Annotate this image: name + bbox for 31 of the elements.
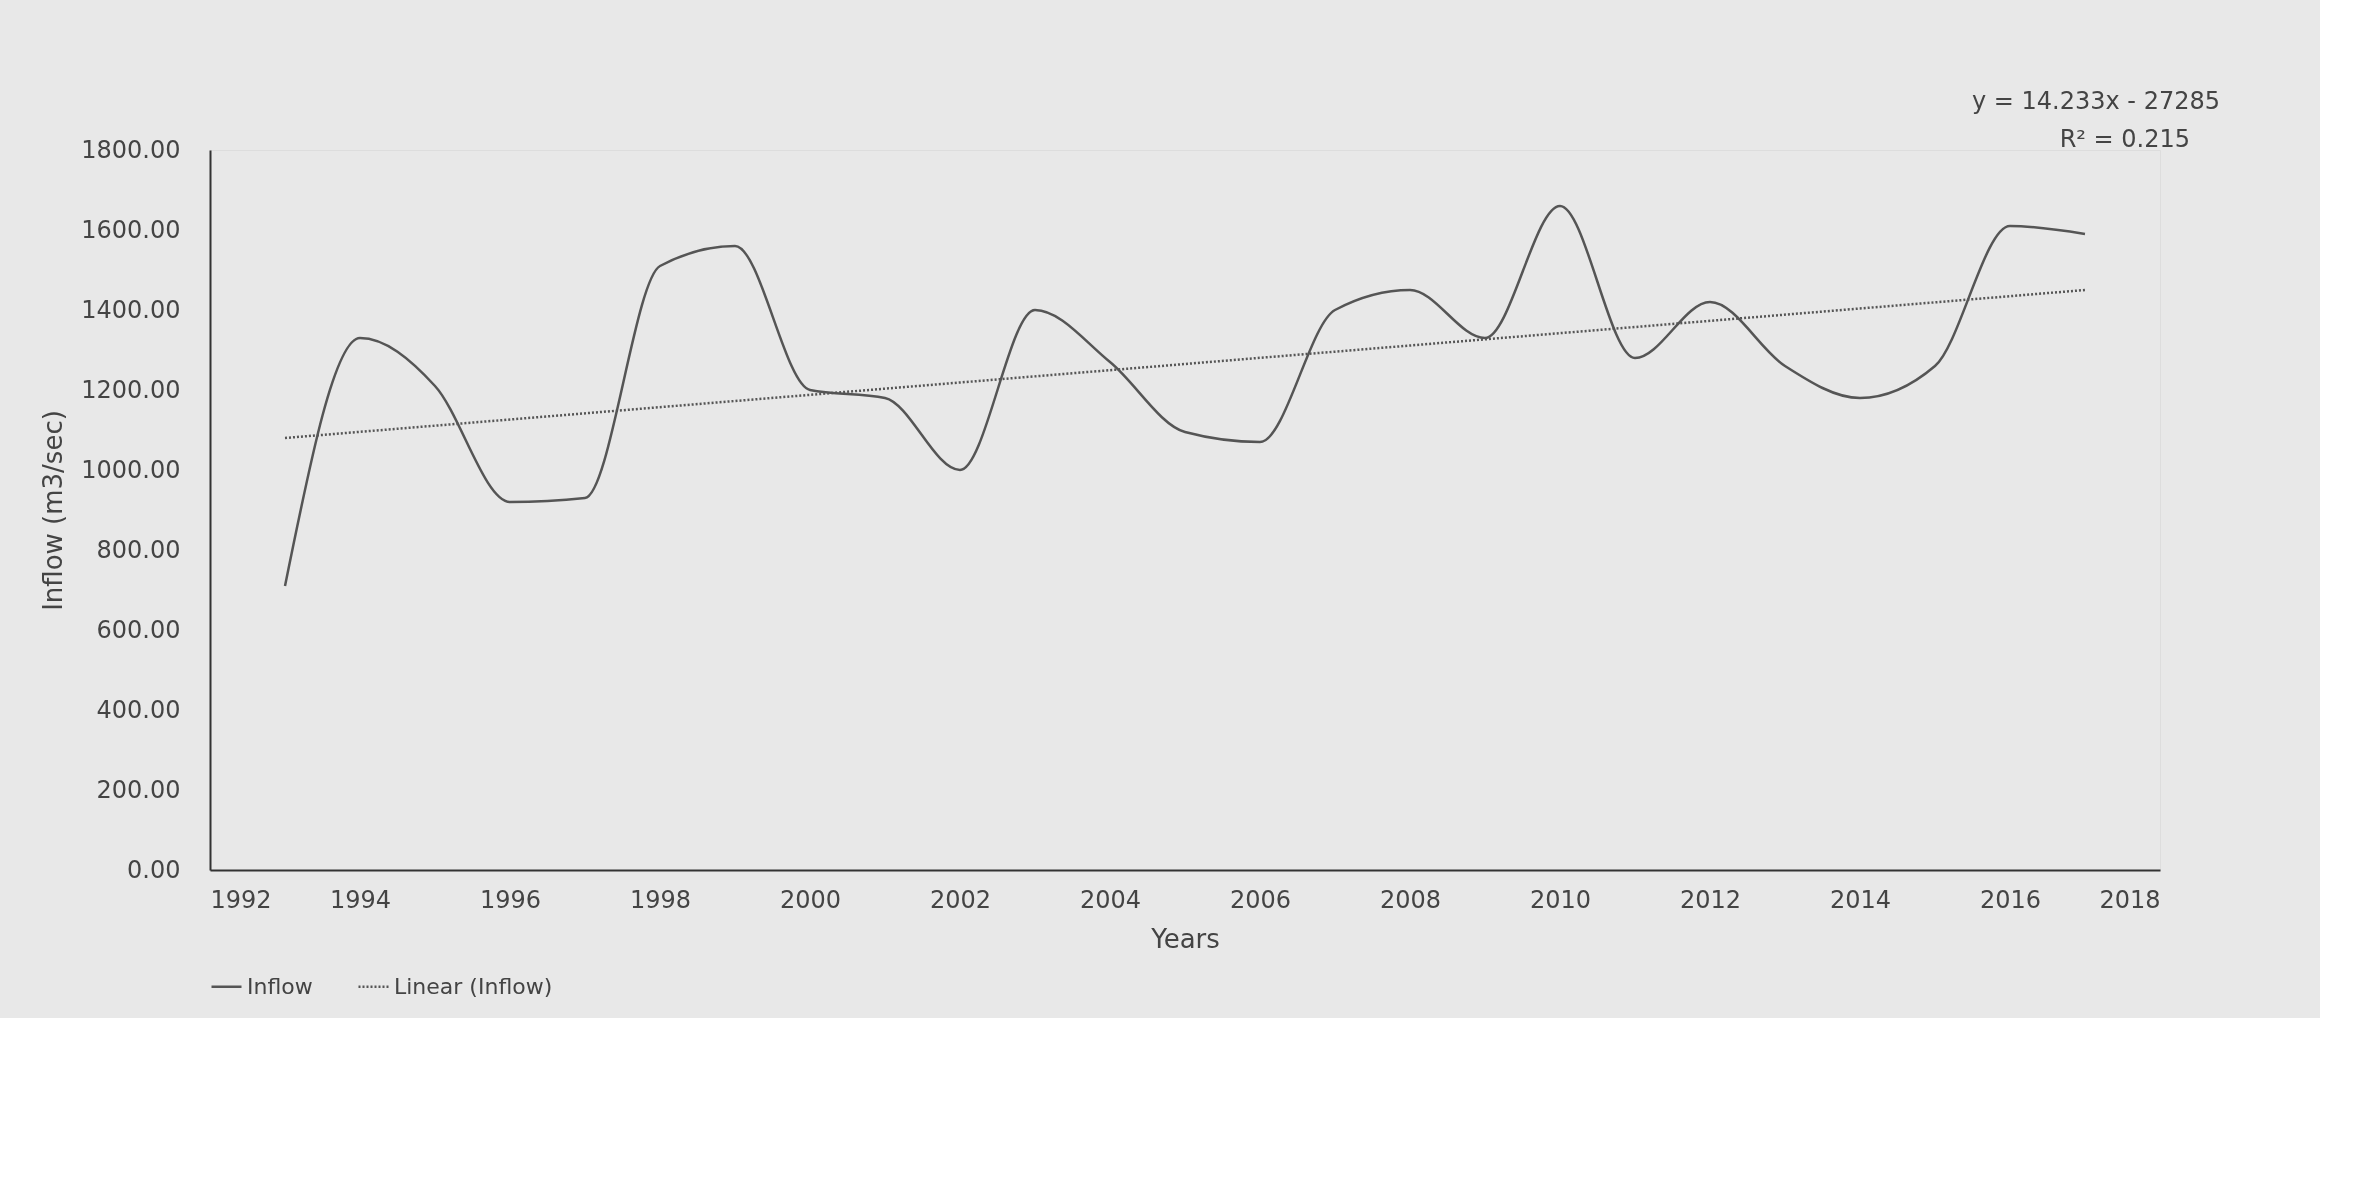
x-tick-label: 2016 <box>1979 885 2042 914</box>
y-tick-label: 1000.00 <box>81 455 181 484</box>
x-tick-label: 1996 <box>479 885 542 914</box>
y-tick-label: 1200.00 <box>81 375 181 404</box>
x-axis-title: Years <box>1150 923 1220 954</box>
x-tick-label: 1994 <box>329 885 392 914</box>
y-axis-title: Inflow (m3/sec) <box>38 410 69 611</box>
x-tick-label: 2002 <box>929 885 992 914</box>
x-tick-label: 1998 <box>629 885 692 914</box>
x-tick-label: 2006 <box>1229 885 1292 914</box>
legend-label: Inflow <box>247 973 313 999</box>
y-tick-label: 1600.00 <box>81 215 181 244</box>
y-tick-label: 0.00 <box>127 855 181 884</box>
x-tick-label: 2012 <box>1679 885 1742 914</box>
x-tick-label: 2004 <box>1079 885 1142 914</box>
text: y = 14.233x - 27285 <box>1971 87 2220 115</box>
x-tick-label: 2014 <box>1829 885 1892 914</box>
x-tick-label: 2010 <box>1529 885 1592 914</box>
x-tick-label: 2008 <box>1379 885 1442 914</box>
line-series <box>283 204 2087 588</box>
annotation: R² = 0.215 <box>2059 125 2190 153</box>
y-tick-label: 800.00 <box>96 535 181 564</box>
x-tick-label: 1992 <box>210 885 272 914</box>
x-tick-label: 2018 <box>2099 885 2161 914</box>
y-tick-label: 200.00 <box>96 775 181 804</box>
y-tick-label: 400.00 <box>96 695 181 724</box>
legend-label: Linear (Inflow) <box>394 973 553 999</box>
x-tick-label: 2000 <box>779 885 842 914</box>
y-tick-label: 600.00 <box>96 615 181 644</box>
y-tick-label: 1400.00 <box>81 295 181 324</box>
y-tick-label: 1800.00 <box>81 135 181 164</box>
